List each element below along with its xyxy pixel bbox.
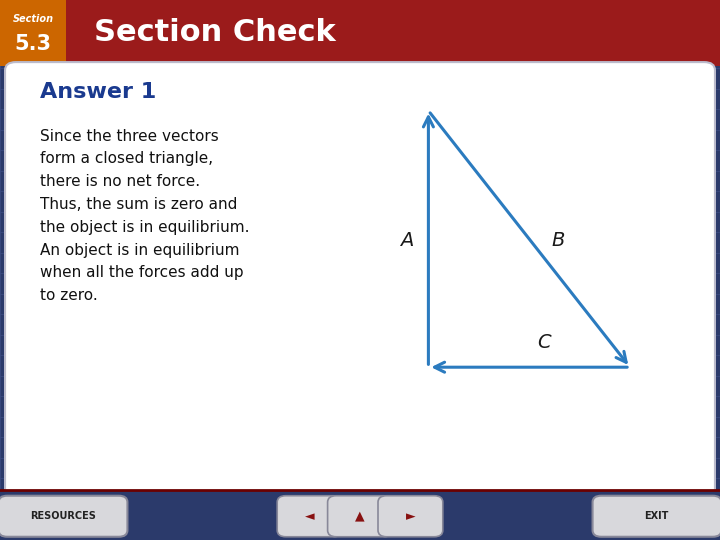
Text: RESOURCES: RESOURCES — [30, 511, 96, 521]
FancyBboxPatch shape — [0, 0, 66, 66]
Text: Section: Section — [12, 14, 54, 24]
Text: 5.3: 5.3 — [14, 34, 52, 55]
Text: Since the three vectors
form a closed triangle,
there is no net force.
Thus, the: Since the three vectors form a closed tr… — [40, 129, 249, 303]
FancyBboxPatch shape — [0, 0, 720, 66]
Text: A: A — [400, 231, 413, 250]
FancyBboxPatch shape — [593, 496, 720, 537]
Text: Section Check: Section Check — [94, 18, 336, 48]
Text: EXIT: EXIT — [644, 511, 669, 521]
FancyBboxPatch shape — [0, 496, 127, 537]
FancyBboxPatch shape — [378, 496, 443, 537]
Text: B: B — [552, 231, 564, 250]
FancyBboxPatch shape — [328, 496, 392, 537]
Text: ◄: ◄ — [305, 510, 315, 523]
FancyBboxPatch shape — [277, 496, 342, 537]
Text: ▲: ▲ — [355, 510, 365, 523]
FancyBboxPatch shape — [5, 62, 715, 497]
Text: Answer 1: Answer 1 — [40, 82, 156, 102]
FancyBboxPatch shape — [0, 490, 720, 540]
Text: C: C — [537, 333, 550, 353]
Text: ►: ► — [405, 510, 415, 523]
